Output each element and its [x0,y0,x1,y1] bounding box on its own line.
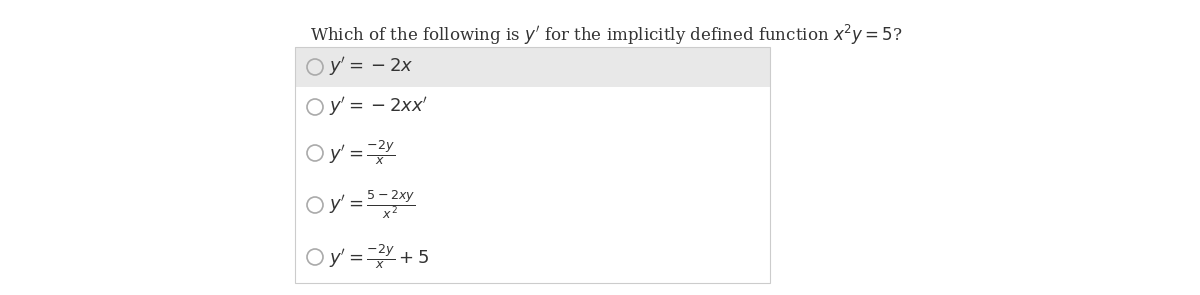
Text: $y' = -2xx'$: $y' = -2xx'$ [329,96,428,119]
Text: Which of the following is $y'$ for the implicitly defined function $x^2y = 5$?: Which of the following is $y'$ for the i… [310,23,902,47]
Text: $y' = \frac{5-2xy}{x^2}$: $y' = \frac{5-2xy}{x^2}$ [329,189,415,222]
Text: $y' = -2x$: $y' = -2x$ [329,55,413,78]
Text: $y' = \frac{-2y}{x} + 5$: $y' = \frac{-2y}{x} + 5$ [329,243,430,271]
Text: $y' = \frac{-2y}{x}$: $y' = \frac{-2y}{x}$ [329,139,395,167]
FancyBboxPatch shape [295,47,770,87]
